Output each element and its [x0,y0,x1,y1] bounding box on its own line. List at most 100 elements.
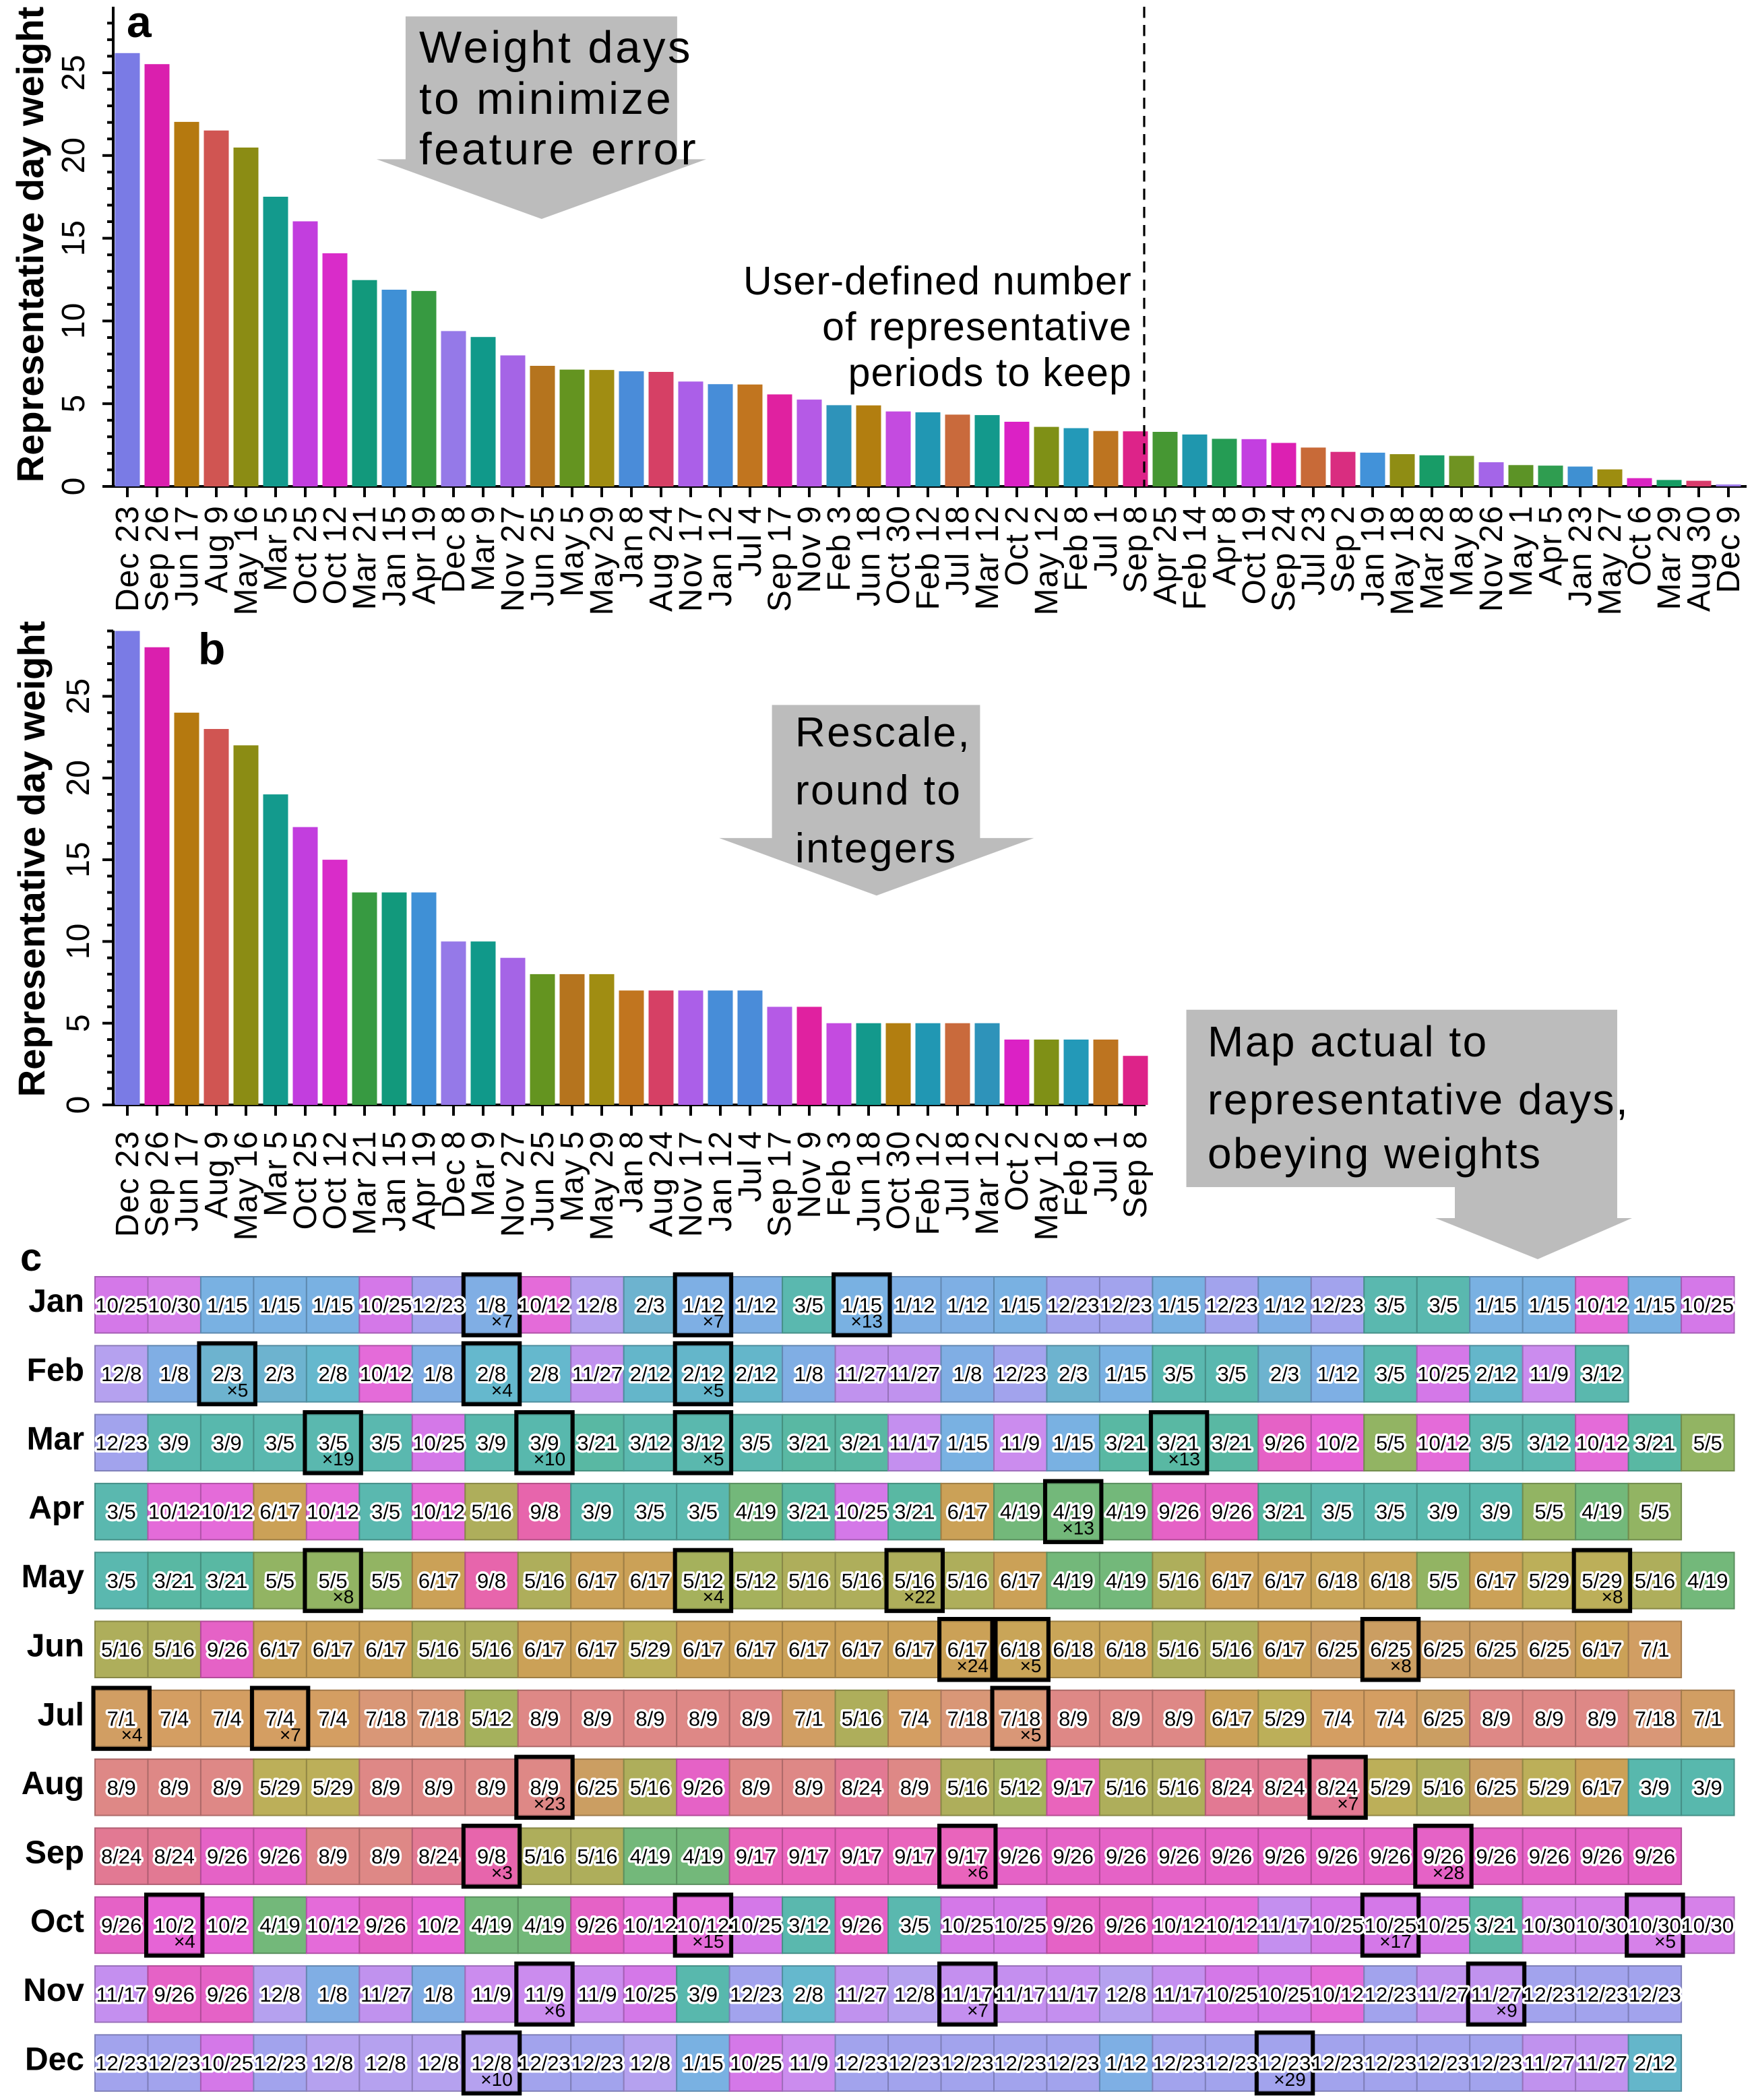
svg-text:×7: ×7 [1337,1793,1358,1814]
svg-text:12/23: 12/23 [994,2051,1046,2075]
svg-text:integers: integers [795,825,958,872]
svg-text:feature error: feature error [419,124,698,174]
svg-text:5/5: 5/5 [1376,1431,1405,1455]
svg-text:7/1: 7/1 [794,1707,823,1731]
svg-text:Nov 26: Nov 26 [1474,505,1509,612]
svg-text:5/16: 5/16 [524,1845,565,1868]
svg-text:10/2: 10/2 [154,1913,195,1937]
svg-text:×5: ×5 [1020,1655,1042,1676]
svg-text:7/18: 7/18 [418,1707,459,1731]
svg-text:May 29: May 29 [584,1131,620,1240]
svg-text:6/18: 6/18 [1106,1638,1146,1661]
svg-text:10/12: 10/12 [624,1913,677,1937]
svg-text:12/23: 12/23 [1206,1294,1258,1317]
svg-text:Feb 8: Feb 8 [1059,505,1094,592]
svg-text:3/5: 3/5 [741,1431,770,1455]
svg-text:12/23: 12/23 [412,1294,465,1317]
svg-text:2/8: 2/8 [319,1362,348,1386]
svg-text:Apr 5: Apr 5 [1533,505,1569,586]
svg-text:Mar 28: Mar 28 [1414,505,1450,610]
svg-text:8/9: 8/9 [794,1776,823,1800]
svg-text:4/19: 4/19 [471,1913,511,1937]
svg-text:4/19: 4/19 [1053,1500,1094,1524]
svg-text:11/17: 11/17 [96,1983,147,2006]
svg-text:3/5: 3/5 [1376,1362,1405,1386]
svg-text:6/25: 6/25 [1317,1638,1358,1661]
svg-text:12/23: 12/23 [518,2051,571,2075]
svg-text:2/12: 2/12 [683,1362,723,1386]
svg-text:3/21: 3/21 [842,1431,882,1455]
svg-text:12/23: 12/23 [1047,1294,1100,1317]
svg-text:8/24: 8/24 [101,1845,142,1868]
svg-text:Oct 25: Oct 25 [288,505,323,604]
svg-text:May 16: May 16 [228,1131,264,1240]
svg-text:9/26: 9/26 [1158,1845,1199,1868]
svg-text:periods to keep: periods to keep [848,350,1132,395]
svg-text:8/24: 8/24 [154,1845,195,1868]
svg-text:1/15: 1/15 [259,1294,300,1317]
svg-text:9/17: 9/17 [842,1845,882,1868]
svg-text:×13: ×13 [1062,1517,1094,1538]
svg-text:10/25: 10/25 [412,1431,465,1455]
svg-text:9/17: 9/17 [788,1845,829,1868]
svg-text:Map actual to: Map actual to [1208,1017,1489,1066]
svg-text:1/15: 1/15 [1635,1294,1675,1317]
svg-text:3/5: 3/5 [107,1500,136,1524]
svg-text:×8: ×8 [1602,1587,1623,1608]
svg-text:3/5: 3/5 [689,1500,718,1524]
svg-text:Aug 30: Aug 30 [1681,505,1717,612]
svg-text:Feb 3: Feb 3 [821,1131,857,1217]
svg-text:12/8: 12/8 [577,1294,617,1317]
svg-text:9/26: 9/26 [259,1845,300,1868]
svg-text:×7: ×7 [703,1311,724,1332]
svg-text:10/12: 10/12 [148,1500,201,1524]
svg-text:Feb: Feb [27,1352,84,1388]
svg-text:Oct 2: Oct 2 [999,505,1035,586]
svg-text:Oct 12: Oct 12 [317,505,353,604]
svg-text:4/19: 4/19 [1053,1569,1094,1593]
svg-text:6/17: 6/17 [259,1638,300,1661]
svg-text:12/23: 12/23 [941,2051,994,2075]
svg-text:1/15: 1/15 [1529,1294,1569,1317]
svg-text:Apr: Apr [28,1490,84,1526]
svg-text:May 1: May 1 [1503,505,1539,597]
svg-text:Mar: Mar [27,1422,84,1457]
svg-text:11/27: 11/27 [889,1362,940,1386]
svg-text:5/29: 5/29 [630,1638,670,1661]
svg-text:3/9: 3/9 [1693,1776,1722,1800]
svg-text:May 12: May 12 [1029,505,1065,615]
svg-text:12/23: 12/23 [1576,1983,1629,2006]
svg-text:5/16: 5/16 [1212,1638,1252,1661]
svg-text:5/12: 5/12 [471,1707,511,1731]
svg-text:9/8: 9/8 [477,1569,506,1593]
svg-text:1/8: 1/8 [319,1983,348,2006]
svg-text:1/12: 1/12 [1317,1362,1358,1386]
svg-text:3/21: 3/21 [788,1500,829,1524]
svg-text:8/9: 8/9 [107,1776,136,1800]
svg-text:×28: ×28 [1433,1862,1465,1883]
svg-text:4/19: 4/19 [1687,1569,1728,1593]
svg-text:7/4: 7/4 [900,1707,929,1731]
svg-text:9/26: 9/26 [207,1638,247,1661]
svg-text:3/5: 3/5 [1376,1294,1405,1317]
svg-text:8/9: 8/9 [1588,1707,1617,1731]
svg-text:×24: ×24 [957,1655,989,1676]
svg-text:3/21: 3/21 [1635,1431,1675,1455]
svg-text:Sep 2: Sep 2 [1325,505,1361,593]
svg-text:7/4: 7/4 [1323,1707,1352,1731]
svg-text:3/5: 3/5 [900,1913,929,1937]
svg-text:Oct 25: Oct 25 [288,1131,323,1230]
svg-text:Feb 12: Feb 12 [910,1131,946,1235]
svg-text:9/26: 9/26 [1053,1845,1094,1868]
svg-text:9/8: 9/8 [477,1845,506,1868]
svg-text:8/24: 8/24 [1264,1776,1305,1800]
svg-text:5/16: 5/16 [1158,1638,1199,1661]
svg-text:Aug 24: Aug 24 [644,505,679,612]
svg-text:5/5: 5/5 [371,1569,400,1593]
svg-text:5/16: 5/16 [630,1776,670,1800]
svg-text:5/16: 5/16 [1158,1569,1199,1593]
svg-text:3/5: 3/5 [1323,1500,1352,1524]
svg-text:Mar 9: Mar 9 [466,505,501,592]
svg-text:×8: ×8 [332,1587,354,1608]
svg-text:×7: ×7 [491,1311,513,1332]
